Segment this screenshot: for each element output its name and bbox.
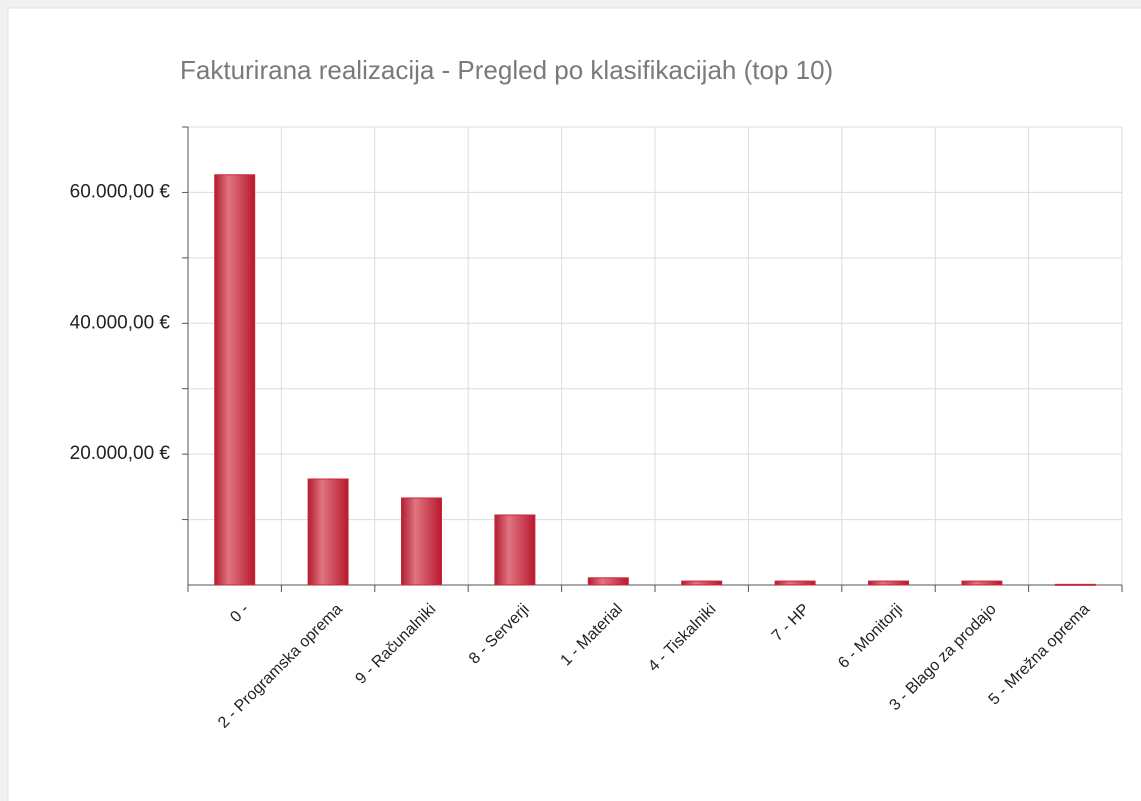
bar xyxy=(774,580,816,586)
panel xyxy=(7,7,1141,801)
y-tick-label: 60.000,00 € xyxy=(70,181,171,202)
bar xyxy=(587,577,629,586)
bar xyxy=(681,580,723,586)
bar xyxy=(1054,583,1096,586)
bar xyxy=(307,478,349,586)
y-tick-label: 20.000,00 € xyxy=(70,443,171,464)
bar xyxy=(961,580,1003,586)
chart-title: Fakturirana realizacija - Pregled po kla… xyxy=(180,55,833,85)
bar xyxy=(494,514,536,586)
bar xyxy=(868,580,909,586)
bar xyxy=(214,174,256,586)
y-tick-label: 40.000,00 € xyxy=(70,312,171,333)
bar xyxy=(401,497,442,586)
